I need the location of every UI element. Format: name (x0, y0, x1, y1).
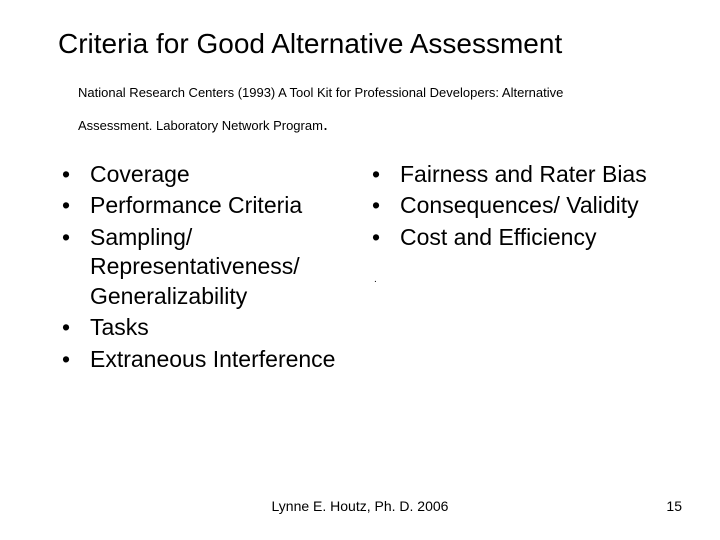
bullet-icon: • (372, 191, 400, 220)
list-item-text: Extraneous Interference (90, 345, 372, 374)
list-item: • Performance Criteria (62, 191, 372, 220)
page-number: 15 (666, 498, 682, 514)
footer-text: Lynne E. Houtz, Ph. D. 2006 (0, 498, 720, 514)
slide-title: Criteria for Good Alternative Assessment (58, 28, 562, 60)
bullet-icon: • (372, 160, 400, 189)
citation-period: . (323, 114, 328, 134)
bullet-icon: • (62, 313, 90, 342)
stray-dot: . (374, 274, 672, 285)
list-item: • Sampling/ Representativeness/ Generali… (62, 223, 372, 311)
list-item: • Fairness and Rater Bias (372, 160, 672, 189)
list-item-text: Sampling/ Representativeness/ Generaliza… (90, 223, 372, 311)
list-item-text: Tasks (90, 313, 372, 342)
bullet-icon: • (62, 191, 90, 220)
list-item-text: Fairness and Rater Bias (400, 160, 672, 189)
list-item: • Tasks (62, 313, 372, 342)
list-item: • Coverage (62, 160, 372, 189)
list-item-text: Consequences/ Validity (400, 191, 672, 220)
list-item: • Consequences/ Validity (372, 191, 672, 220)
citation-line-2: Assessment. Laboratory Network Program (78, 118, 323, 133)
right-column: • Fairness and Rater Bias • Consequences… (372, 160, 672, 376)
list-item: • Cost and Efficiency (372, 223, 672, 252)
list-item-text: Performance Criteria (90, 191, 372, 220)
citation-block: National Research Centers (1993) A Tool … (78, 80, 658, 142)
bullet-icon: • (62, 160, 90, 189)
slide: Criteria for Good Alternative Assessment… (0, 0, 720, 540)
bullet-icon: • (62, 345, 90, 374)
content-columns: • Coverage • Performance Criteria • Samp… (62, 160, 672, 376)
list-item-text: Coverage (90, 160, 372, 189)
left-column: • Coverage • Performance Criteria • Samp… (62, 160, 372, 376)
bullet-icon: • (62, 223, 90, 252)
citation-line-1: National Research Centers (1993) A Tool … (78, 85, 563, 100)
list-item-text: Cost and Efficiency (400, 223, 672, 252)
list-item: • Extraneous Interference (62, 345, 372, 374)
bullet-icon: • (372, 223, 400, 252)
